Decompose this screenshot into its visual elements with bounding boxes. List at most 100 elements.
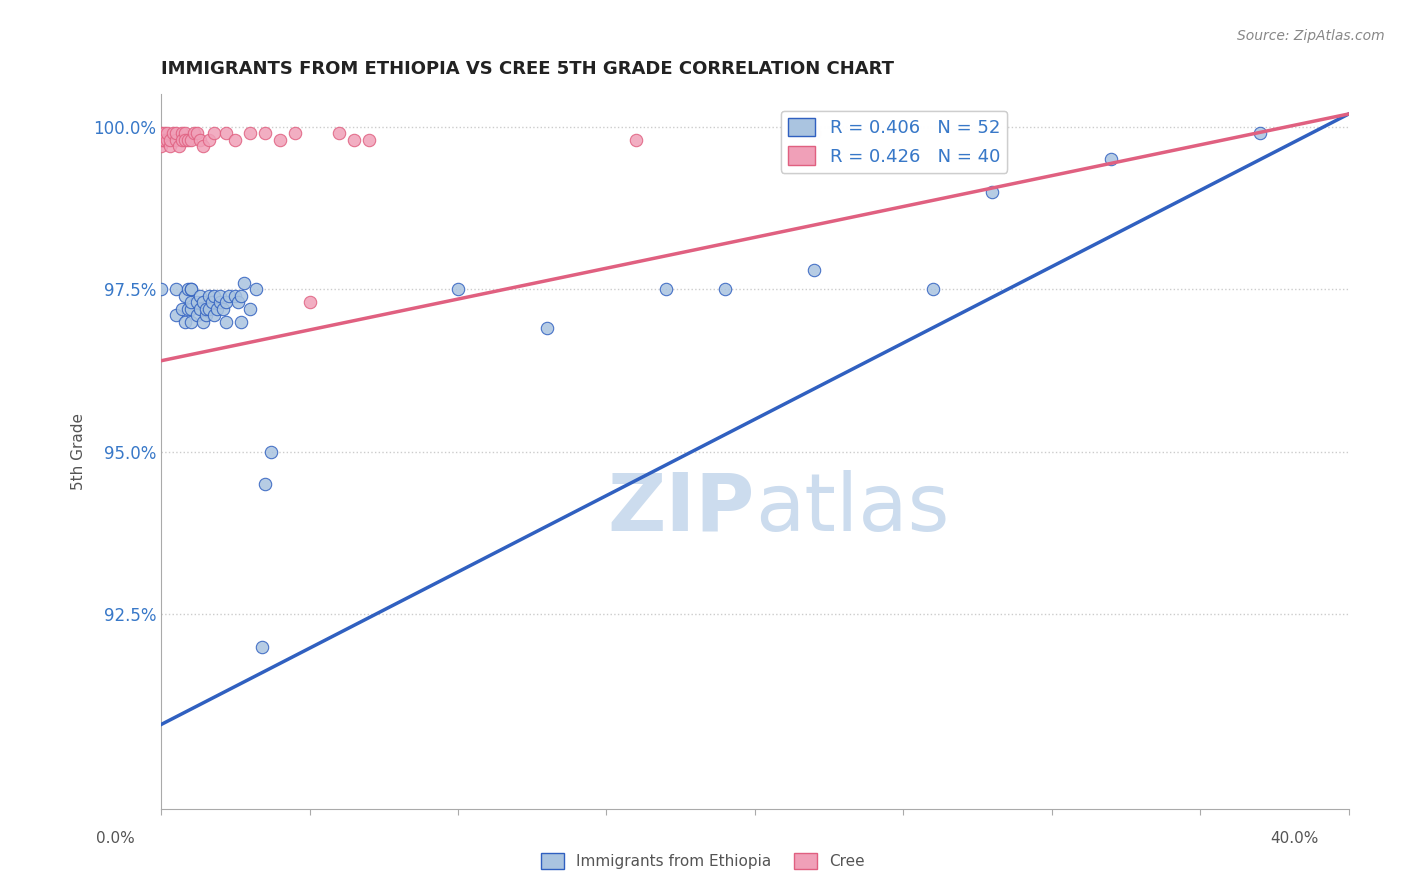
Point — [298, 295, 321, 310]
Point — [165, 127, 187, 141]
Point — [180, 133, 202, 147]
Point — [328, 127, 350, 141]
Point — [177, 282, 200, 296]
Point — [180, 282, 202, 296]
Point — [170, 133, 193, 147]
Point — [224, 133, 246, 147]
Point — [173, 133, 195, 147]
Point — [269, 133, 291, 147]
Point — [186, 308, 208, 322]
Point — [173, 289, 195, 303]
Point — [209, 295, 232, 310]
Text: IMMIGRANTS FROM ETHIOPIA VS CREE 5TH GRADE CORRELATION CHART: IMMIGRANTS FROM ETHIOPIA VS CREE 5TH GRA… — [162, 60, 894, 78]
Point — [253, 127, 276, 141]
Point — [165, 133, 187, 147]
Point — [150, 127, 173, 141]
Point — [655, 282, 678, 296]
Point — [153, 133, 176, 147]
Point — [191, 295, 214, 310]
Point — [1249, 127, 1271, 141]
Point — [159, 133, 181, 147]
Point — [922, 282, 945, 296]
Point — [156, 127, 179, 141]
Text: Source: ZipAtlas.com: Source: ZipAtlas.com — [1237, 29, 1385, 43]
Text: atlas: atlas — [755, 470, 949, 548]
Point — [204, 308, 226, 322]
Point — [197, 301, 219, 316]
Point — [215, 315, 238, 329]
Point — [981, 185, 1004, 199]
Point — [343, 133, 366, 147]
Point — [191, 315, 214, 329]
Point — [233, 276, 256, 290]
Point — [714, 282, 737, 296]
Point — [177, 301, 200, 316]
Point — [245, 282, 267, 296]
Point — [226, 295, 249, 310]
Point — [624, 133, 647, 147]
Text: ZIP: ZIP — [607, 470, 755, 548]
Point — [207, 301, 229, 316]
Point — [150, 282, 173, 296]
Point — [170, 301, 193, 316]
Point — [250, 640, 273, 654]
Point — [150, 133, 173, 147]
Point — [165, 282, 187, 296]
Point — [284, 127, 307, 141]
Point — [215, 295, 238, 310]
Point — [231, 315, 253, 329]
Point — [159, 139, 181, 153]
Point — [188, 289, 211, 303]
Point — [239, 301, 262, 316]
Point — [197, 133, 219, 147]
Point — [803, 127, 825, 141]
Point — [165, 308, 187, 322]
Point — [180, 315, 202, 329]
Text: 0.0%: 0.0% — [96, 831, 135, 846]
Point — [357, 133, 380, 147]
Point — [162, 127, 184, 141]
Point — [183, 127, 205, 141]
Point — [153, 127, 176, 141]
Point — [239, 127, 262, 141]
Point — [209, 289, 232, 303]
Point — [173, 127, 195, 141]
Point — [200, 295, 222, 310]
Point — [156, 133, 179, 147]
Point — [150, 133, 173, 147]
Point — [180, 301, 202, 316]
Point — [215, 127, 238, 141]
Point — [186, 127, 208, 141]
Point — [204, 127, 226, 141]
Text: 40.0%: 40.0% — [1271, 831, 1319, 846]
Point — [170, 127, 193, 141]
Point — [150, 133, 173, 147]
Point — [803, 262, 825, 277]
Point — [188, 133, 211, 147]
Point — [194, 308, 217, 322]
Point — [212, 301, 235, 316]
Point — [536, 321, 558, 335]
Point — [231, 289, 253, 303]
Point — [194, 301, 217, 316]
Point — [1099, 153, 1122, 167]
Point — [188, 301, 211, 316]
Point — [150, 139, 173, 153]
Point — [253, 477, 276, 491]
Point — [447, 282, 470, 296]
Legend: R = 0.406   N = 52, R = 0.426   N = 40: R = 0.406 N = 52, R = 0.426 N = 40 — [780, 111, 1007, 173]
Point — [186, 295, 208, 310]
Point — [153, 133, 176, 147]
Legend: Immigrants from Ethiopia, Cree: Immigrants from Ethiopia, Cree — [534, 847, 872, 875]
Point — [260, 444, 283, 458]
Point — [218, 289, 240, 303]
Point — [177, 133, 200, 147]
Point — [180, 295, 202, 310]
Point — [180, 282, 202, 296]
Point — [224, 289, 246, 303]
Point — [197, 289, 219, 303]
Y-axis label: 5th Grade: 5th Grade — [72, 413, 86, 491]
Point — [191, 139, 214, 153]
Point — [167, 139, 190, 153]
Point — [173, 315, 195, 329]
